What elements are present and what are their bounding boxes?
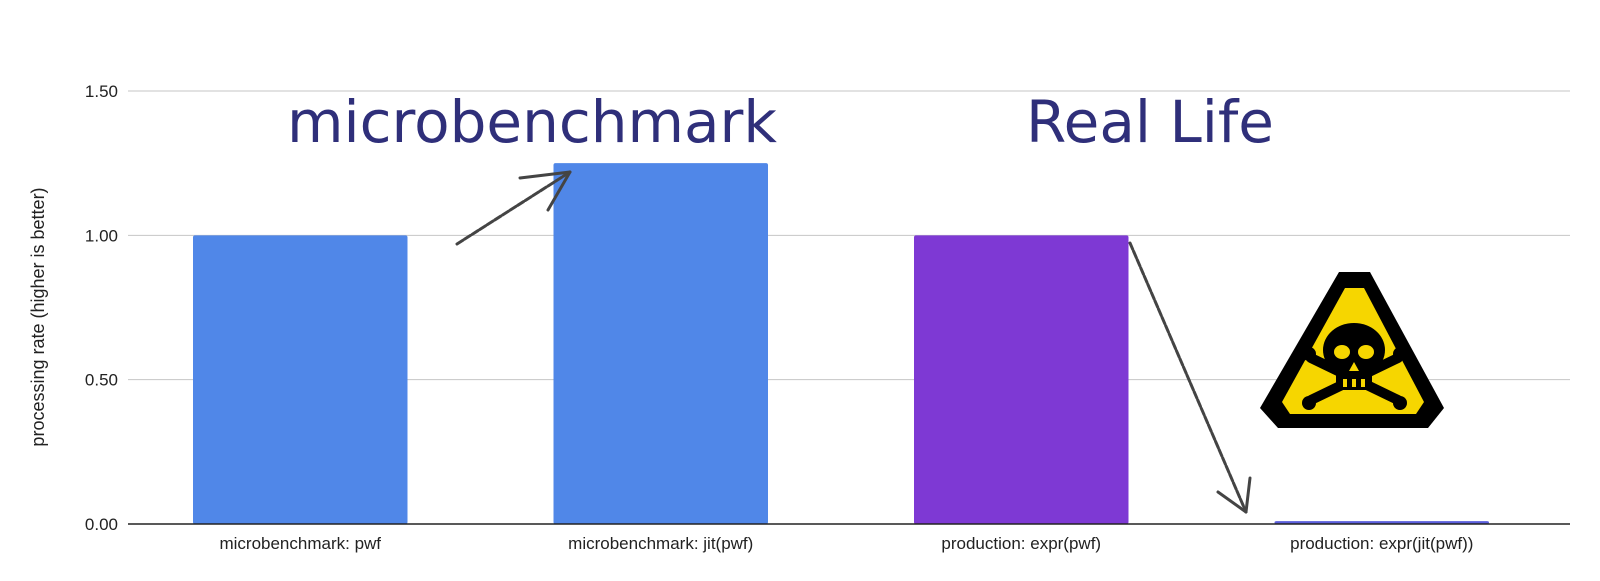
y-tick-label: 1.00 bbox=[85, 226, 118, 245]
annotation-real-life: Real Life bbox=[1026, 88, 1274, 156]
arrow-up-annotation bbox=[455, 170, 572, 246]
y-tick-labels: 0.00 0.50 1.00 1.50 bbox=[85, 82, 118, 534]
skull-crossbones-warning-icon bbox=[1260, 272, 1444, 428]
bar bbox=[193, 235, 408, 525]
y-tick-label: 0.50 bbox=[85, 371, 118, 390]
bar bbox=[914, 235, 1129, 525]
bars bbox=[193, 163, 1489, 525]
x-category-label: production: expr(pwf) bbox=[941, 534, 1101, 553]
x-category-label: microbenchmark: jit(pwf) bbox=[568, 534, 753, 553]
annotation-microbenchmark: microbenchmark bbox=[287, 88, 777, 156]
y-axis-title: processing rate (higher is better) bbox=[28, 187, 48, 446]
y-tick-label: 0.00 bbox=[85, 515, 118, 534]
x-category-labels: microbenchmark: pwf microbenchmark: jit(p… bbox=[219, 534, 1473, 553]
x-category-label: microbenchmark: pwf bbox=[219, 534, 381, 553]
y-tick-label: 1.50 bbox=[85, 82, 118, 101]
x-category-label: production: expr(jit(pwf)) bbox=[1290, 534, 1473, 553]
arrow-down-annotation bbox=[1128, 241, 1252, 514]
bar bbox=[553, 163, 768, 524]
